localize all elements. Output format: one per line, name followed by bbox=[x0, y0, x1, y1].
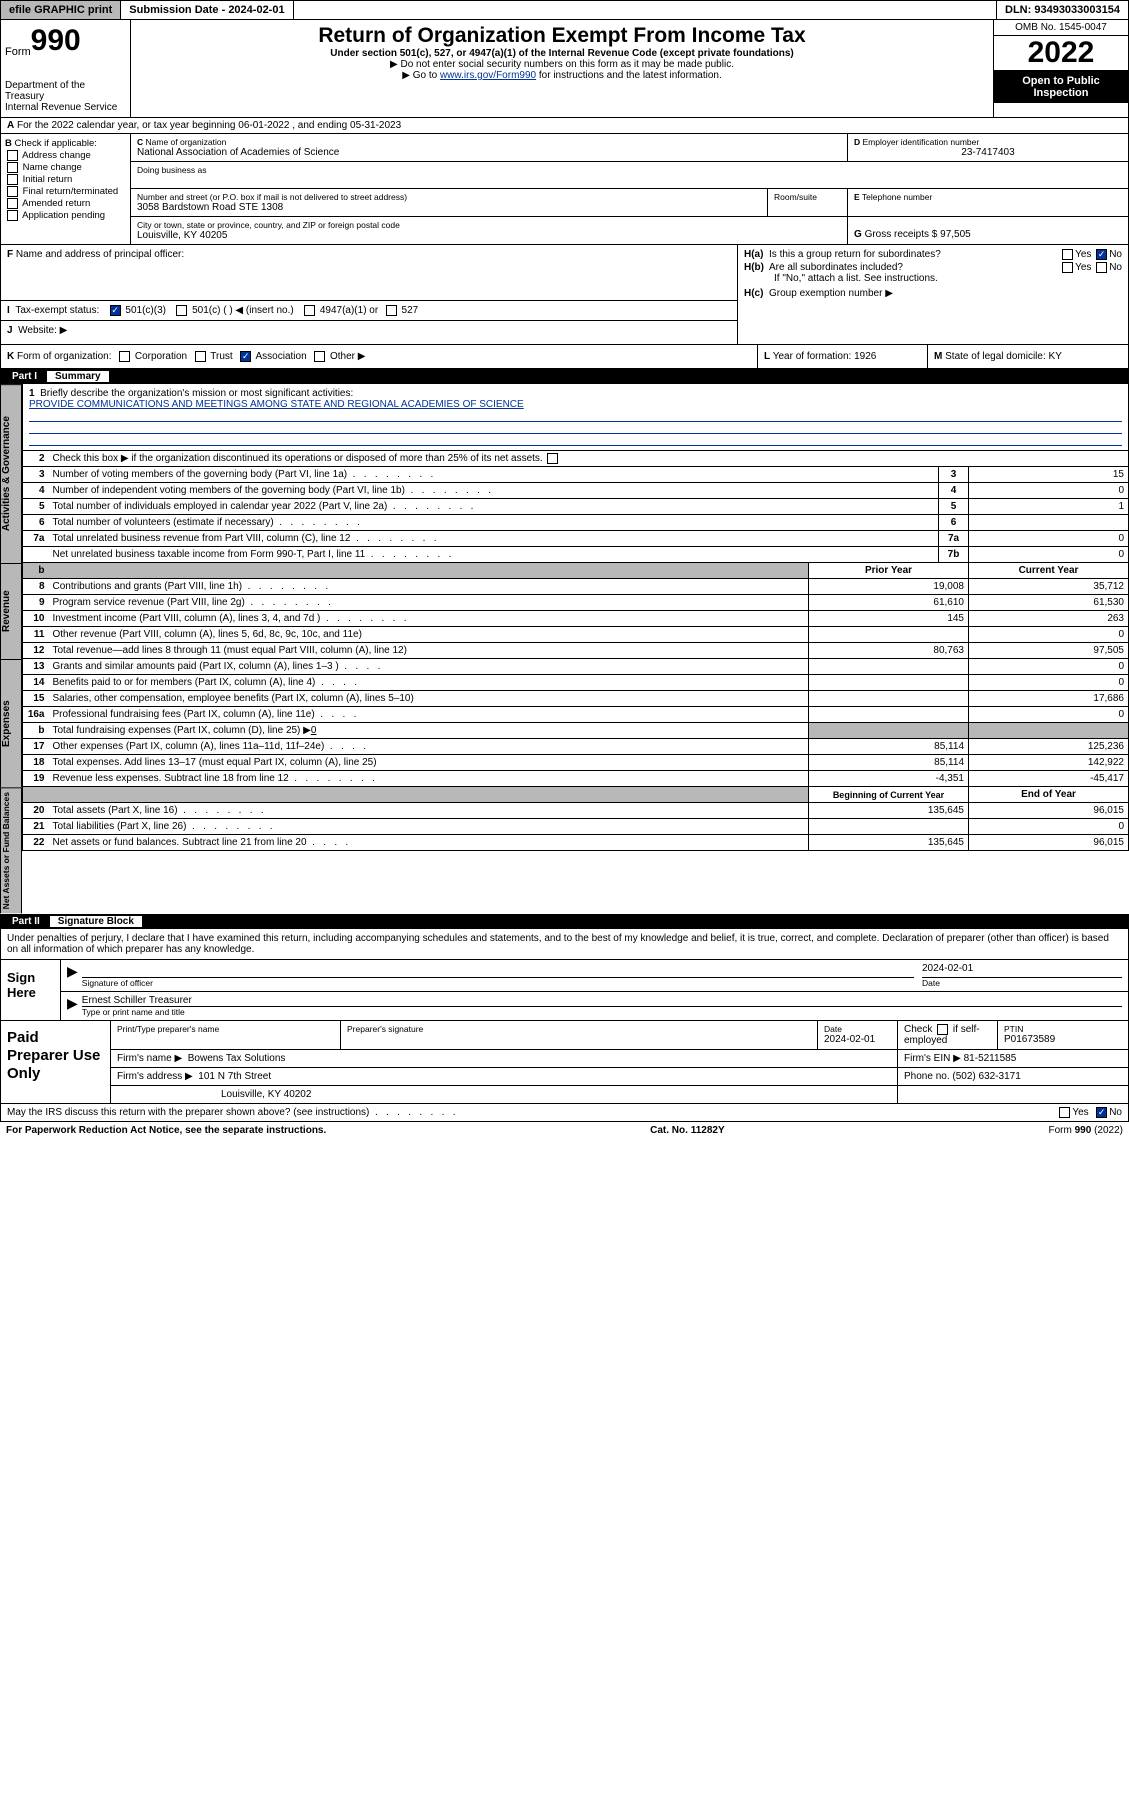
firm-name: Bowens Tax Solutions bbox=[188, 1053, 286, 1064]
footer: For Paperwork Reduction Act Notice, see … bbox=[0, 1122, 1129, 1139]
cb-discuss-yes[interactable] bbox=[1059, 1107, 1070, 1118]
cb-discuss-no[interactable] bbox=[1096, 1107, 1107, 1118]
cb-ha-yes[interactable] bbox=[1062, 249, 1073, 260]
lines-2-7: 2Check this box ▶ if the organization di… bbox=[22, 451, 1129, 563]
cb-application-pending[interactable]: Application pending bbox=[5, 210, 126, 221]
ptin: P01673589 bbox=[1004, 1034, 1122, 1045]
lines-revenue: bPrior YearCurrent Year 8Contributions a… bbox=[22, 563, 1129, 659]
cb-hb-no[interactable] bbox=[1096, 262, 1107, 273]
street-address: 3058 Bardstown Road STE 1308 bbox=[137, 202, 761, 213]
sig-date: 2024-02-01 bbox=[922, 963, 1122, 977]
cb-other[interactable] bbox=[314, 351, 325, 362]
val-3: 15 bbox=[969, 467, 1129, 483]
val-4: 0 bbox=[969, 483, 1129, 499]
year-formation: 1926 bbox=[854, 351, 876, 362]
val-7b: 0 bbox=[969, 547, 1129, 563]
lines-net-assets: Beginning of Current YearEnd of Year 20T… bbox=[22, 787, 1129, 851]
discuss-row: May the IRS discuss this return with the… bbox=[0, 1104, 1129, 1122]
sign-here-label: Sign Here bbox=[1, 960, 61, 1020]
cb-self-employed[interactable] bbox=[937, 1024, 948, 1035]
mission-text[interactable]: PROVIDE COMMUNICATIONS AND MEETINGS AMON… bbox=[29, 399, 524, 410]
cb-line2[interactable] bbox=[547, 453, 558, 464]
vtab-net-assets: Net Assets or Fund Balances bbox=[0, 787, 22, 913]
row-klm: K Form of organization: Corporation Trus… bbox=[0, 345, 1129, 369]
form-note-link: ▶ Go to www.irs.gov/Form990 for instruct… bbox=[137, 70, 987, 81]
form-subtitle: Under section 501(c), 527, or 4947(a)(1)… bbox=[137, 48, 987, 59]
form-note-ssn: ▶ Do not enter social security numbers o… bbox=[137, 59, 987, 70]
cb-initial-return[interactable]: Initial return bbox=[5, 174, 126, 185]
line1-mission: 1 Briefly describe the organization's mi… bbox=[22, 384, 1129, 451]
col-b-checkboxes: B Check if applicable: Address change Na… bbox=[1, 134, 131, 244]
dept-treasury: Department of the Treasury bbox=[5, 80, 126, 102]
dln: DLN: 93493033003154 bbox=[997, 1, 1128, 19]
firm-city: Louisville, KY 40202 bbox=[111, 1086, 898, 1103]
part2-header: Part IISignature Block bbox=[0, 914, 1129, 929]
cb-address-change[interactable]: Address change bbox=[5, 150, 126, 161]
topbar: efile GRAPHIC print Submission Date - 20… bbox=[0, 0, 1129, 20]
ein: 23-7417403 bbox=[854, 147, 1122, 158]
val-5: 1 bbox=[969, 499, 1129, 515]
cb-4947[interactable] bbox=[304, 305, 315, 316]
lines-expenses: 13Grants and similar amounts paid (Part … bbox=[22, 659, 1129, 787]
cb-501c[interactable] bbox=[176, 305, 187, 316]
cb-final-return[interactable]: Final return/terminated bbox=[5, 186, 126, 197]
city-state-zip: Louisville, KY 40205 bbox=[137, 230, 841, 241]
cb-assoc[interactable] bbox=[240, 351, 251, 362]
dba-row: Doing business as bbox=[131, 162, 1128, 189]
cb-corp[interactable] bbox=[119, 351, 130, 362]
cb-527[interactable] bbox=[386, 305, 397, 316]
open-to-public: Open to Public Inspection bbox=[994, 71, 1128, 103]
row-f-h: F Name and address of principal officer:… bbox=[0, 245, 1129, 345]
section-identity: B Check if applicable: Address change Na… bbox=[0, 134, 1129, 245]
firm-address: 101 N 7th Street bbox=[198, 1071, 271, 1082]
part1-header: Part ISummary bbox=[0, 369, 1129, 384]
submission-date: Submission Date - 2024-02-01 bbox=[121, 1, 293, 19]
val-6 bbox=[969, 515, 1129, 531]
officer-name-title: Ernest Schiller Treasurer bbox=[82, 995, 1122, 1006]
irs-link[interactable]: www.irs.gov/Form990 bbox=[440, 70, 536, 81]
form-title: Return of Organization Exempt From Incom… bbox=[137, 24, 987, 48]
penalties-text: Under penalties of perjury, I declare th… bbox=[0, 929, 1129, 960]
cb-amended-return[interactable]: Amended return bbox=[5, 198, 126, 209]
firm-ein: 81-5211585 bbox=[964, 1053, 1017, 1064]
firm-phone: (502) 632-3171 bbox=[952, 1071, 1020, 1082]
omb-number: OMB No. 1545-0047 bbox=[994, 20, 1128, 36]
val-7a: 0 bbox=[969, 531, 1129, 547]
paid-preparer-block: Paid Preparer Use Only Print/Type prepar… bbox=[0, 1021, 1129, 1104]
cb-name-change[interactable]: Name change bbox=[5, 162, 126, 173]
cb-hb-yes[interactable] bbox=[1062, 262, 1073, 273]
cb-ha-no[interactable] bbox=[1096, 249, 1107, 260]
form-header: Form990 Department of the Treasury Inter… bbox=[0, 20, 1129, 118]
tax-year: 2022 bbox=[994, 36, 1128, 71]
gross-receipts: 97,505 bbox=[940, 229, 971, 240]
vtab-revenue: Revenue bbox=[0, 563, 22, 659]
vtab-activities-governance: Activities & Governance bbox=[0, 384, 22, 563]
form-number: Form990 bbox=[5, 24, 126, 58]
topbar-spacer bbox=[294, 1, 997, 19]
vtab-expenses: Expenses bbox=[0, 659, 22, 787]
org-name: National Association of Academies of Sci… bbox=[137, 147, 841, 158]
cb-501c3[interactable] bbox=[110, 305, 121, 316]
irs-label: Internal Revenue Service bbox=[5, 102, 126, 113]
state-domicile: KY bbox=[1049, 351, 1062, 362]
row-a-tax-year: A For the 2022 calendar year, or tax yea… bbox=[0, 118, 1129, 134]
cb-trust[interactable] bbox=[195, 351, 206, 362]
efile-print-button[interactable]: efile GRAPHIC print bbox=[1, 1, 121, 19]
